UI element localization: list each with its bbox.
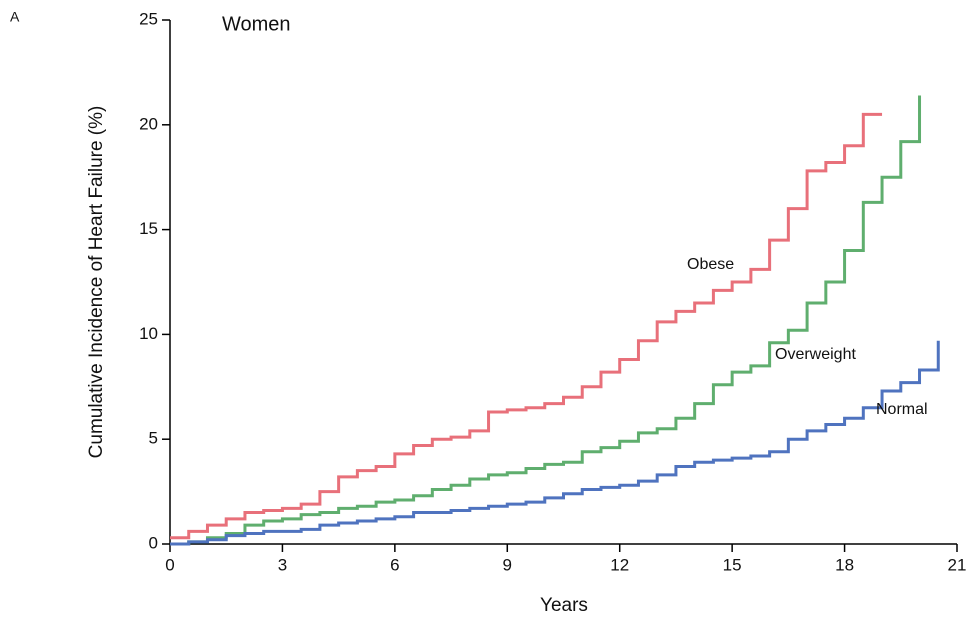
y-tick-label: 15 — [139, 219, 158, 238]
series-label: Obese — [687, 256, 734, 273]
x-tick-label: 6 — [390, 555, 399, 574]
y-tick-label: 25 — [139, 9, 158, 28]
y-axis-label: Cumulative Incidence of Heart Failure (%… — [86, 106, 107, 459]
x-tick-label: 15 — [723, 555, 742, 574]
step-line — [170, 340, 940, 546]
x-tick-label: 21 — [948, 555, 967, 574]
step-line — [170, 112, 883, 540]
x-tick-label: 12 — [610, 555, 629, 574]
x-tick-label: 18 — [835, 555, 854, 574]
annotation: Women — [222, 13, 291, 35]
step-line — [170, 95, 922, 546]
x-tick-label: 3 — [278, 555, 287, 574]
y-tick-label: 10 — [139, 324, 158, 343]
y-tick-label: 0 — [149, 533, 158, 552]
x-tick-label: 9 — [503, 555, 512, 574]
y-tick-label: 20 — [139, 114, 158, 133]
x-tick-label: 0 — [165, 555, 174, 574]
y-tick-label: 5 — [149, 429, 158, 448]
panel-label: A — [10, 9, 20, 25]
series-label: Normal — [876, 401, 928, 418]
series-label: Overweight — [775, 346, 856, 363]
x-axis-label: Years — [540, 595, 588, 616]
